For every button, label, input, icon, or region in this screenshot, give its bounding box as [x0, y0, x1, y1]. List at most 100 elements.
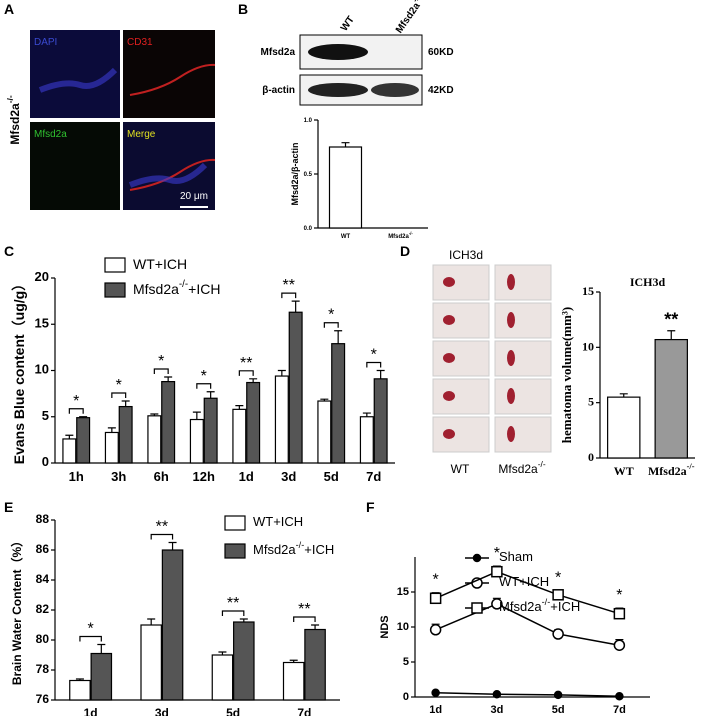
- y-tick-label: 0: [42, 454, 49, 469]
- x-tick-label: 1d: [239, 469, 254, 484]
- hematoma: [507, 426, 515, 442]
- error-bar: [97, 643, 106, 654]
- slice-image: [432, 416, 490, 453]
- error-bar: [75, 678, 84, 681]
- size-label: 42KD: [428, 85, 454, 96]
- x-tick-label: 5d: [226, 706, 240, 716]
- y-tick-label: 15: [397, 586, 409, 598]
- slice-image: [432, 264, 490, 301]
- significance-bracket: [68, 408, 84, 414]
- significance-label: *: [616, 587, 622, 604]
- error-bar: [235, 405, 244, 410]
- panel-label: F: [366, 499, 375, 515]
- bar: [328, 146, 363, 229]
- row-label: Mfsd2a-/-: [5, 95, 22, 144]
- channel-label: CD31: [127, 37, 153, 48]
- hematoma: [443, 277, 455, 287]
- series-line: [435, 570, 620, 615]
- significance-label: *: [158, 353, 164, 370]
- panel-label: E: [4, 499, 13, 515]
- error-bar: [341, 142, 350, 147]
- significance-label: *: [371, 347, 377, 364]
- point: [613, 607, 626, 620]
- bar: [76, 417, 91, 464]
- x-tick-label: 1h: [69, 469, 84, 484]
- error-bar: [334, 330, 343, 344]
- error-bar: [619, 393, 628, 398]
- significance-bracket: [323, 322, 339, 328]
- error-bar: [65, 434, 74, 439]
- error-bar: [107, 427, 116, 433]
- bar: [246, 381, 261, 464]
- nuclei: [38, 67, 118, 93]
- bar: [147, 415, 162, 464]
- significance-label: *: [555, 570, 561, 587]
- hematoma: [507, 312, 515, 328]
- slice-image: [494, 378, 552, 415]
- y-tick-label: 0: [588, 450, 594, 464]
- point: [471, 602, 483, 614]
- error-bar: [218, 651, 227, 655]
- x-tick-label: Mfsd2a-/-: [648, 462, 695, 477]
- chart-title: ICH3d: [630, 275, 666, 289]
- hematoma: [507, 350, 515, 366]
- bar: [317, 400, 332, 464]
- point: [552, 589, 564, 601]
- dapi-image: [30, 30, 120, 118]
- error-bar: [206, 391, 215, 399]
- error-bar: [168, 541, 177, 550]
- significance-bracket: [281, 292, 297, 299]
- series-line: [435, 603, 620, 646]
- bar: [203, 397, 218, 464]
- y-tick-label: 84: [36, 572, 50, 586]
- error-bar: [311, 624, 320, 630]
- point: [613, 639, 626, 651]
- size-label: 60KD: [428, 47, 454, 58]
- bar: [189, 418, 204, 464]
- y-tick-label: 76: [36, 692, 50, 706]
- error-bar: [667, 330, 676, 340]
- panel-label: B: [238, 1, 248, 17]
- significance-label: *: [116, 377, 122, 394]
- bar: [331, 343, 346, 464]
- error-bar: [150, 413, 159, 416]
- brain-slices: ICH3d WT Mfsd2a-/-: [432, 248, 552, 476]
- significance-bracket: [153, 368, 169, 374]
- series-line: [435, 692, 620, 698]
- point: [472, 553, 482, 563]
- microscopy-grid: DAPI CD31 Mfsd2a Merge 20 μm Mfsd2a-/-: [5, 30, 216, 210]
- y-tick-label: 10: [35, 362, 49, 377]
- x-tick-label: 3d: [490, 704, 503, 716]
- point: [491, 565, 503, 578]
- band: [371, 83, 419, 97]
- channel-label: DAPI: [34, 37, 57, 48]
- significance-label: *: [433, 572, 439, 589]
- y-tick-label: 10: [582, 339, 594, 353]
- bar: [274, 375, 289, 464]
- western-blot: WT Mfsd2a-/- Mfsd2a β-actin 60KD 42KD: [261, 0, 454, 106]
- significance-bracket: [238, 370, 254, 376]
- slice-image: [432, 302, 490, 339]
- slice-image: [494, 416, 552, 453]
- x-tick-label: 7d: [297, 706, 311, 716]
- y-tick-label: 80: [36, 632, 50, 646]
- band: [308, 44, 368, 60]
- significance-bracket: [79, 635, 102, 642]
- x-tick-label: 3d: [155, 706, 169, 716]
- legend-label: Sham: [499, 549, 533, 564]
- error-bar: [121, 400, 130, 407]
- error-bar: [362, 412, 371, 417]
- hematoma: [443, 391, 455, 401]
- error-bar: [239, 618, 248, 622]
- y-tick-label: 0: [403, 691, 409, 703]
- band-label: β-actin: [262, 85, 295, 96]
- cd31-image: [123, 30, 215, 118]
- y-tick-label: 20: [35, 269, 49, 284]
- slice-image: [432, 378, 490, 415]
- mfsd2a-image: [30, 122, 120, 210]
- y-tick-label: 1.0: [304, 118, 313, 124]
- point: [429, 592, 442, 605]
- error-bar: [289, 659, 298, 663]
- lane-label: WT: [339, 14, 357, 33]
- bar: [607, 396, 641, 459]
